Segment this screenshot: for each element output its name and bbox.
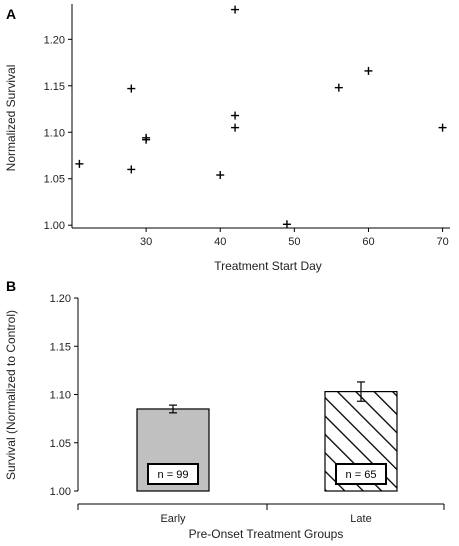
- bar-group-late: n = 65: [324, 381, 398, 492]
- n-label: n = 65: [346, 469, 377, 481]
- x-tick-label-a: 40: [214, 236, 226, 248]
- n-label: n = 99: [158, 469, 189, 481]
- scatter-point: [142, 133, 151, 142]
- n-label-box: [147, 463, 199, 485]
- y-tick-label-a: 1.10: [44, 127, 65, 139]
- bar-panel-b: B 1.001.051.101.151.20 Early Late n = 99 n…: [4, 278, 445, 541]
- y-ticks-b: 1.00 1.05 1.10 1.15 1.20: [50, 293, 78, 498]
- y-tick-label-b: 1.05: [50, 438, 71, 450]
- y-tick-label-b: 1.20: [50, 293, 71, 305]
- x-tick-label-a: 30: [140, 236, 152, 248]
- x-tick-label-a: 70: [436, 236, 448, 248]
- scatter-point: [75, 159, 84, 168]
- x-tick-label-late: Late: [350, 513, 371, 525]
- x-axis-title-a: Treatment Start Day: [214, 259, 322, 273]
- y-tick-label-b: 1.00: [50, 486, 71, 498]
- scatter-point: [231, 5, 240, 14]
- scatter-point: [364, 66, 373, 75]
- scatter-point: [334, 83, 343, 92]
- x-tick-label-a: 50: [288, 236, 300, 248]
- x-axis-title-b: Pre-Onset Treatment Groups: [189, 527, 344, 541]
- y-tick-label-a: 1.05: [44, 174, 65, 186]
- y-ticks-a: 1.00 1.05 1.10 1.15 1.20: [44, 34, 72, 232]
- y-axis-title-b: Survival (Normalized to Control): [4, 310, 18, 480]
- y-tick-label-a: 1.20: [44, 34, 65, 46]
- scatter-point: [231, 111, 240, 120]
- y-tick-label-b: 1.15: [50, 341, 71, 353]
- scatter-point: [282, 220, 291, 229]
- scatter-point: [438, 123, 447, 132]
- scatter-point: [127, 165, 136, 174]
- y-tick-label-a: 1.00: [44, 220, 65, 232]
- panel-label-a: A: [6, 6, 16, 22]
- n-label-box: [335, 463, 387, 485]
- y-axis-title-a: Normalized Survival: [4, 65, 18, 172]
- scatter-points: [75, 5, 447, 229]
- scatter-point: [231, 123, 240, 132]
- scatter-panel-a: A 1.00 1.05 1.10 1.15 1.20 30 40 50 60 70 Treatm…: [4, 4, 450, 273]
- x-ticks-b: Early Late: [77, 504, 445, 525]
- x-tick-label-a: 60: [362, 236, 374, 248]
- scatter-point: [127, 84, 136, 93]
- x-ticks-a: 30 40 50 60 70: [140, 228, 449, 248]
- bars: n = 99 n = 65: [136, 381, 398, 492]
- y-tick-label-a: 1.15: [44, 81, 65, 93]
- y-tick-label-b: 1.10: [50, 390, 71, 402]
- scatter-point: [216, 171, 225, 180]
- x-tick-label-early: Early: [160, 513, 186, 525]
- panel-label-b: B: [6, 278, 16, 294]
- bar-group-early: n = 99: [136, 404, 210, 492]
